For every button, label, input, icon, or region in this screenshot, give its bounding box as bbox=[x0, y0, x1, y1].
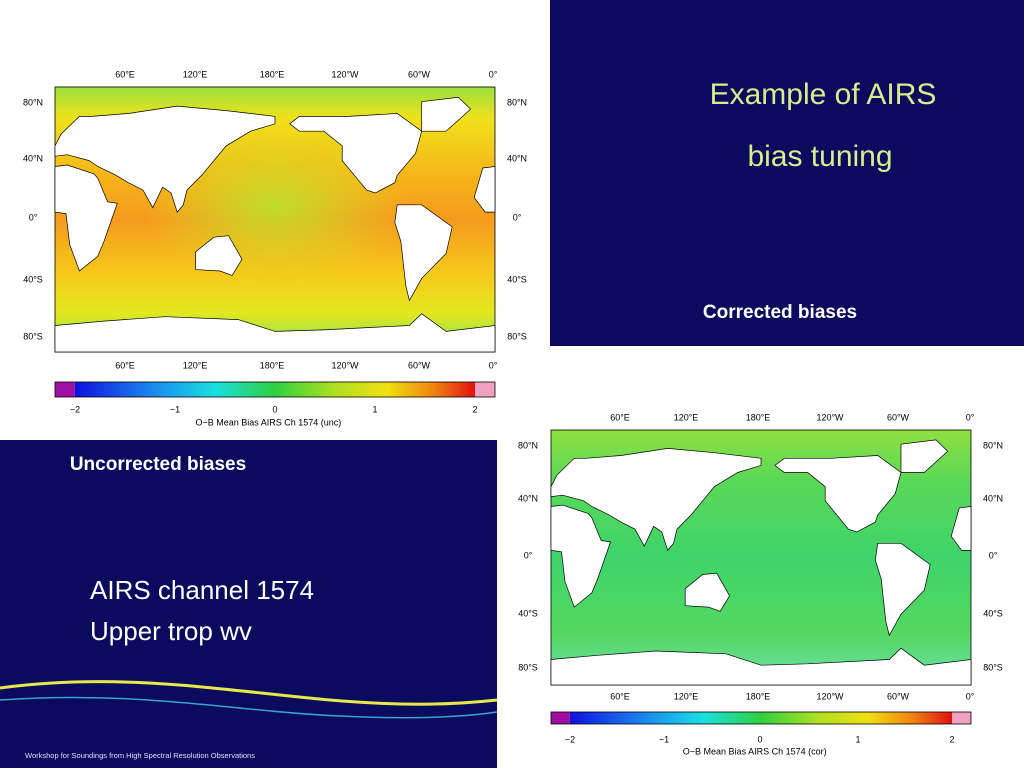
title-line: bias tuning bbox=[747, 140, 892, 173]
longitude-label: 0° bbox=[489, 69, 498, 79]
colorbar-tick: −1 bbox=[659, 734, 669, 744]
colorbar-tick: 1 bbox=[372, 404, 377, 414]
land bbox=[684, 572, 730, 612]
latitude-label: 40°N bbox=[518, 493, 538, 503]
body-line: Upper trop wv bbox=[90, 616, 252, 646]
land bbox=[550, 504, 611, 608]
latitude-label: 80°N bbox=[23, 97, 43, 107]
longitude-label: 60°W bbox=[408, 360, 431, 370]
land bbox=[421, 96, 472, 132]
land bbox=[473, 166, 496, 213]
latitude-label: 40°S bbox=[518, 608, 538, 618]
body-line: AIRS channel 1574 bbox=[90, 575, 314, 605]
latitude-label: 40°S bbox=[983, 608, 1003, 618]
longitude-label: 120°E bbox=[183, 69, 208, 79]
colorbar-high bbox=[475, 382, 495, 397]
colorbar-frame bbox=[550, 711, 972, 725]
longitude-label: 120°W bbox=[331, 360, 359, 370]
colorbar-caption: O−B Mean Bias AIRS Ch 1574 (unc) bbox=[195, 417, 341, 427]
longitude-label: 120°W bbox=[816, 412, 844, 422]
longitude-label: 120°W bbox=[816, 691, 844, 701]
colorbar-tick: 0 bbox=[272, 404, 277, 414]
colorbar-tick: −2 bbox=[565, 734, 575, 744]
land bbox=[774, 455, 902, 533]
colorbar-high bbox=[952, 712, 971, 724]
latitude-label: 80°N bbox=[518, 440, 538, 450]
latitude-label: 40°S bbox=[507, 274, 527, 284]
land bbox=[550, 448, 762, 552]
section-label: Corrected biases bbox=[703, 302, 857, 323]
latitude-label: 80°S bbox=[518, 662, 538, 672]
land bbox=[550, 647, 972, 686]
latitude-label: 80°S bbox=[507, 331, 527, 341]
latitude-label: 80°N bbox=[983, 440, 1003, 450]
longitude-label: 180°E bbox=[746, 691, 771, 701]
swoosh bbox=[0, 680, 498, 706]
colorbar-frame bbox=[54, 381, 496, 398]
land bbox=[950, 506, 972, 551]
longitude-label: 180°E bbox=[260, 69, 285, 79]
longitude-label: 180°E bbox=[746, 412, 771, 422]
latitude-label: 40°S bbox=[23, 274, 43, 284]
longitude-label: 120°E bbox=[183, 360, 208, 370]
colorbar bbox=[569, 712, 953, 724]
longitude-label: 120°E bbox=[674, 691, 699, 701]
longitude-label: 60°E bbox=[610, 412, 630, 422]
colorbar-caption: O−B Mean Bias AIRS Ch 1574 (cor) bbox=[683, 746, 827, 756]
latitude-label: 0° bbox=[524, 550, 533, 560]
longitude-label: 60°W bbox=[887, 412, 910, 422]
longitude-label: 60°E bbox=[115, 69, 135, 79]
latitude-label: 80°S bbox=[23, 331, 43, 341]
longitude-label: 0° bbox=[966, 691, 975, 701]
land bbox=[874, 542, 931, 637]
longitude-label: 60°E bbox=[610, 691, 630, 701]
latitude-label: 80°S bbox=[983, 662, 1003, 672]
latitude-label: 0° bbox=[989, 550, 998, 560]
land bbox=[195, 235, 243, 276]
colorbar-low bbox=[55, 382, 75, 397]
colorbar bbox=[74, 382, 476, 397]
longitude-label: 180°E bbox=[260, 360, 285, 370]
longitude-label: 60°W bbox=[408, 69, 431, 79]
latitude-label: 40°N bbox=[507, 153, 527, 163]
latitude-label: 40°N bbox=[983, 493, 1003, 503]
longitude-label: 60°E bbox=[115, 360, 135, 370]
swoosh bbox=[0, 696, 498, 719]
land bbox=[900, 439, 949, 473]
land bbox=[54, 164, 118, 272]
footer: Workshop for Soundings from High Spectra… bbox=[25, 751, 255, 760]
colorbar-tick: 2 bbox=[472, 404, 477, 414]
latitude-label: 80°N bbox=[507, 97, 527, 107]
colorbar-low bbox=[551, 712, 570, 724]
text-panel bbox=[0, 440, 497, 768]
colorbar-tick: 1 bbox=[855, 734, 860, 744]
colorbar-tick: 0 bbox=[757, 734, 762, 744]
latitude-label: 0° bbox=[29, 212, 38, 222]
colorbar-tick: 2 bbox=[949, 734, 954, 744]
land bbox=[394, 204, 453, 302]
colorbar-tick: −1 bbox=[170, 404, 180, 414]
longitude-label: 0° bbox=[966, 412, 975, 422]
land bbox=[289, 113, 423, 194]
title-panel bbox=[550, 0, 1024, 346]
longitude-label: 120°W bbox=[331, 69, 359, 79]
longitude-label: 0° bbox=[489, 360, 498, 370]
latitude-label: 40°N bbox=[23, 153, 43, 163]
land bbox=[54, 105, 276, 213]
latitude-label: 0° bbox=[513, 212, 522, 222]
colorbar-tick: −2 bbox=[70, 404, 80, 414]
longitude-label: 120°E bbox=[674, 412, 699, 422]
longitude-label: 60°W bbox=[887, 691, 910, 701]
land bbox=[54, 313, 496, 353]
section-label: Uncorrected biases bbox=[70, 454, 246, 475]
title-line: Example of AIRS bbox=[710, 78, 937, 111]
